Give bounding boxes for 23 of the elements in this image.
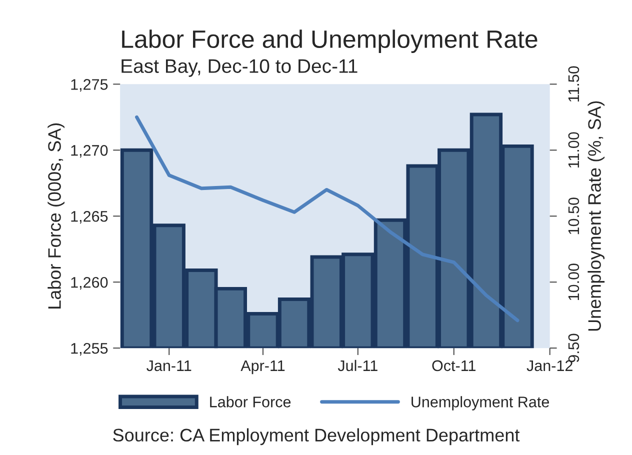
chart-title: Labor Force and Unemployment Rate bbox=[122, 30, 538, 53]
y-tick-label: 1,255 bbox=[71, 342, 108, 356]
source-note: Source: CA Employment Development Department bbox=[113, 428, 520, 446]
y-tick-label: 1,270 bbox=[71, 145, 108, 158]
y-axis-title: Labor Force (000s, SA) bbox=[48, 123, 64, 308]
y2-tick-label: 10.50 bbox=[568, 198, 580, 234]
y2-tick-label: 11.50 bbox=[568, 66, 580, 102]
legend-label: Labor Force bbox=[210, 396, 291, 408]
y-tick-label: 1,265 bbox=[71, 210, 108, 224]
x-tick-label: Oct-11 bbox=[432, 360, 476, 372]
y2-tick-label: 10.00 bbox=[568, 264, 580, 300]
y2-tick-label: 11.00 bbox=[568, 132, 580, 168]
y-tick-label: 1,260 bbox=[71, 276, 108, 290]
x-tick-label: Jan-11 bbox=[146, 360, 192, 372]
legend-label: Unemployment Rate bbox=[412, 396, 549, 410]
line-series bbox=[135, 115, 520, 322]
x-tick-label: Jan-12 bbox=[526, 360, 572, 372]
x-tick-label: Jul-11 bbox=[338, 360, 378, 372]
y-tick-label: 1,275 bbox=[71, 79, 108, 92]
y2-tick-label: 9.50 bbox=[568, 334, 580, 362]
x-tick-label: Apr-11 bbox=[240, 360, 285, 374]
y2-axis-title: Unemployment Rate (%, SA) bbox=[588, 101, 605, 331]
chart-subtitle: East Bay, Dec-10 to Dec-11 bbox=[122, 59, 358, 77]
